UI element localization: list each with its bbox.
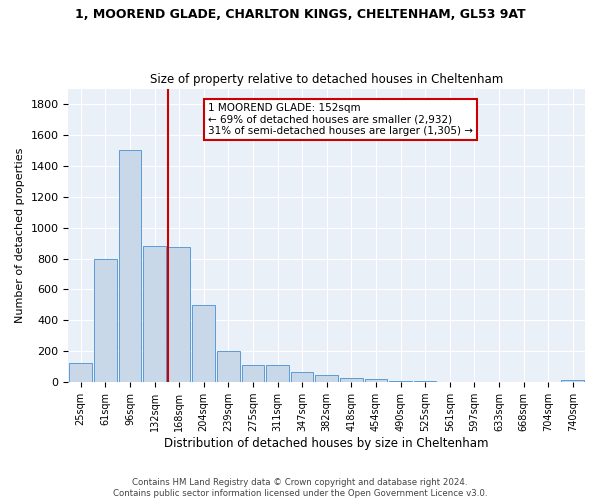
Text: Contains HM Land Registry data © Crown copyright and database right 2024.
Contai: Contains HM Land Registry data © Crown c…	[113, 478, 487, 498]
Bar	[365, 379, 387, 382]
Bar	[94, 258, 116, 382]
Text: 1 MOOREND GLADE: 152sqm
← 69% of detached houses are smaller (2,932)
31% of semi: 1 MOOREND GLADE: 152sqm ← 69% of detache…	[208, 103, 473, 136]
Bar	[242, 365, 264, 382]
Bar	[217, 350, 239, 382]
Bar	[266, 365, 289, 382]
Bar	[143, 246, 166, 382]
Bar	[562, 380, 584, 382]
Bar	[389, 381, 412, 382]
Bar	[316, 376, 338, 382]
Title: Size of property relative to detached houses in Cheltenham: Size of property relative to detached ho…	[150, 73, 503, 86]
X-axis label: Distribution of detached houses by size in Cheltenham: Distribution of detached houses by size …	[164, 437, 489, 450]
Bar	[340, 378, 362, 382]
Y-axis label: Number of detached properties: Number of detached properties	[15, 148, 25, 323]
Bar	[119, 150, 141, 382]
Text: 1, MOOREND GLADE, CHARLTON KINGS, CHELTENHAM, GL53 9AT: 1, MOOREND GLADE, CHARLTON KINGS, CHELTE…	[74, 8, 526, 20]
Bar	[168, 247, 190, 382]
Bar	[70, 363, 92, 382]
Bar	[291, 372, 313, 382]
Bar	[193, 305, 215, 382]
